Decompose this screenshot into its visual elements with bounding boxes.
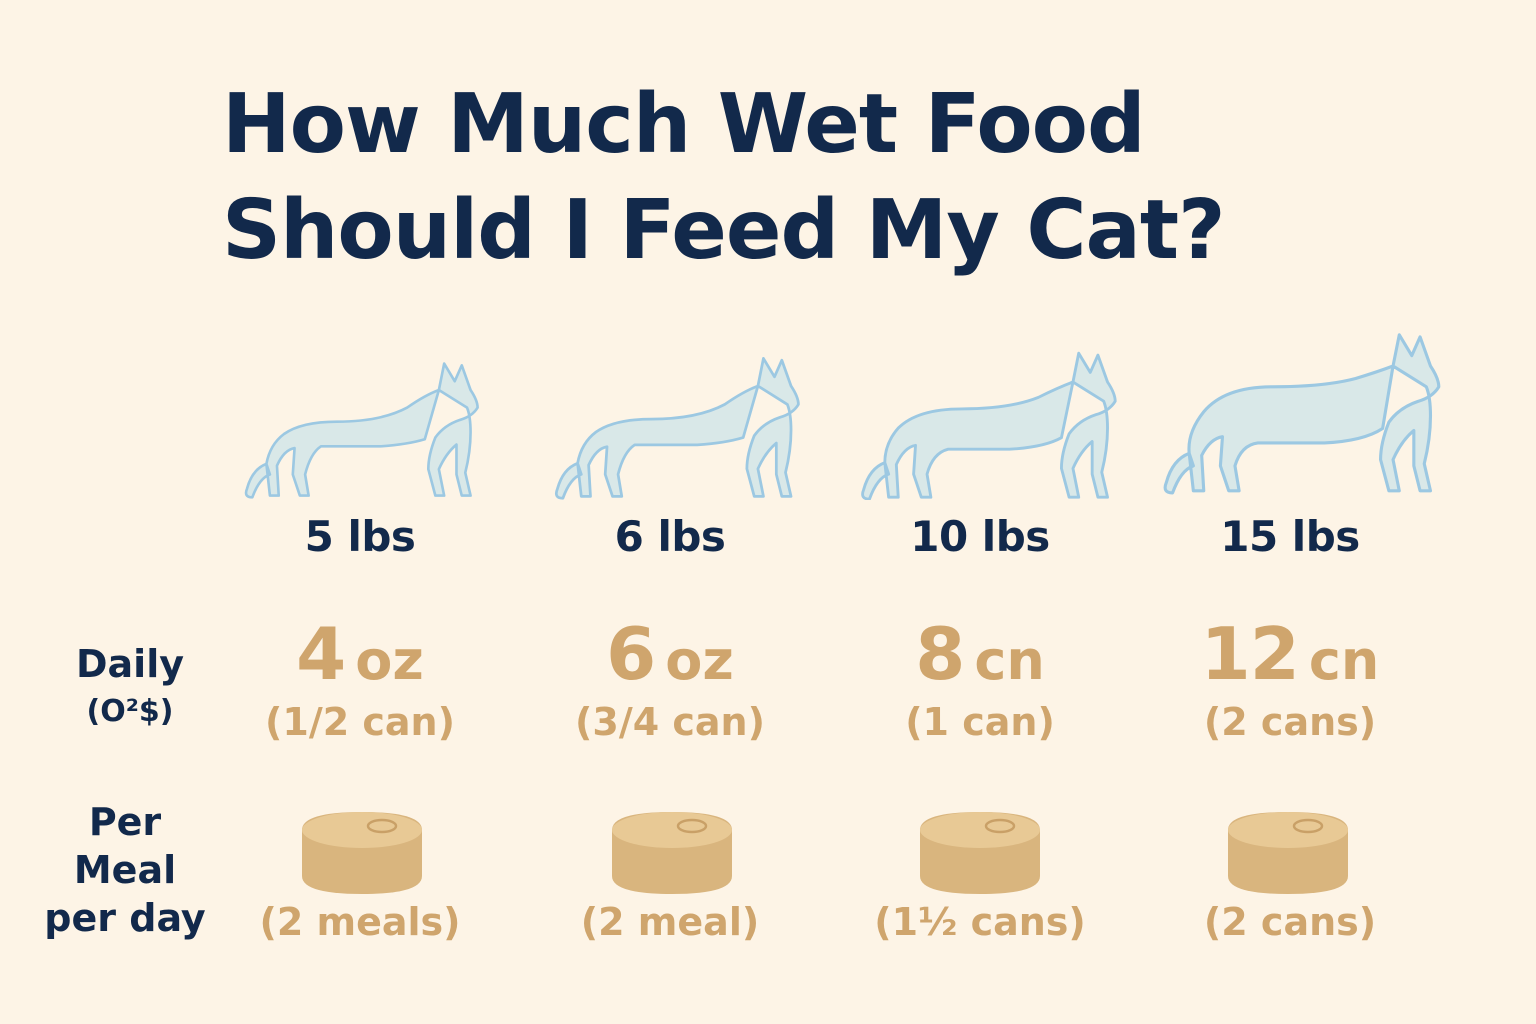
daily-cans: (1 can) <box>905 700 1055 744</box>
daily-amount: 12 cn <box>1130 612 1450 696</box>
cat-weight: 10 lbs <box>910 512 1050 561</box>
daily-cans: (1/2 can) <box>265 700 455 744</box>
daily-amount: 8 cn <box>820 612 1140 696</box>
cat-silhouette-icon <box>244 362 479 499</box>
daily-amount: 4 oz <box>200 612 520 696</box>
daily-cans: (2 cans) <box>1203 700 1377 744</box>
daily-amount-unit: cn <box>974 629 1045 692</box>
daily-amount-value: 12 <box>1200 612 1300 696</box>
per-meal-amount: (1½ cans) <box>874 900 1086 944</box>
cat-silhouette-icon <box>861 351 1117 500</box>
daily-amount-value: 8 <box>915 612 965 696</box>
per-meal-amount: (2 meal) <box>580 900 760 944</box>
per-meal-label-line-3: per day <box>44 896 206 940</box>
daily-amount-value: 6 <box>606 612 656 696</box>
weight-column-5lbs: 5 lbs 4 oz (1/2 can) (2 meals) <box>200 0 520 1024</box>
daily-sub-label: (O²$) <box>86 694 174 729</box>
food-can-icon <box>1228 812 1348 894</box>
food-can-icon <box>302 812 422 894</box>
per-meal-amount: (2 cans) <box>1203 900 1377 944</box>
row-label-per-meal: Per Meal per day <box>40 798 210 942</box>
per-meal-amount: (2 meals) <box>259 900 461 944</box>
page-title: How Much Wet Food Should I Feed My Cat? <box>222 72 1342 284</box>
weight-column-6lbs: 6 lbs 6 oz (3/4 can) (2 meal) <box>510 0 830 1024</box>
cat-weight: 6 lbs <box>614 512 726 561</box>
title-line-1: How Much Wet Food <box>222 77 1146 172</box>
cat-silhouette-icon <box>554 357 800 500</box>
per-meal-label-line-1: Per <box>88 800 162 844</box>
daily-amount-unit: oz <box>355 629 424 692</box>
daily-amount-unit: oz <box>665 629 734 692</box>
cat-weight: 5 lbs <box>304 512 416 561</box>
food-can-icon <box>612 812 732 894</box>
daily-amount: 6 oz <box>510 612 830 696</box>
weight-column-10lbs: 10 lbs 8 cn (1 can) (1½ cans) <box>820 0 1140 1024</box>
per-meal-label-line-2: Meal <box>73 848 177 892</box>
daily-label: Daily <box>75 642 184 686</box>
row-label-daily: Daily (O²$) <box>60 640 200 736</box>
weight-column-15lbs: 15 lbs 12 cn (2 cans) (2 cans) <box>1130 0 1450 1024</box>
food-can-icon <box>920 812 1040 894</box>
daily-amount-value: 4 <box>296 612 346 696</box>
cat-weight: 15 lbs <box>1220 512 1360 561</box>
daily-amount-unit: cn <box>1308 629 1380 692</box>
cat-silhouette-icon <box>1163 333 1441 495</box>
daily-cans: (3/4 can) <box>575 700 765 744</box>
title-line-2: Should I Feed My Cat? <box>222 183 1226 278</box>
